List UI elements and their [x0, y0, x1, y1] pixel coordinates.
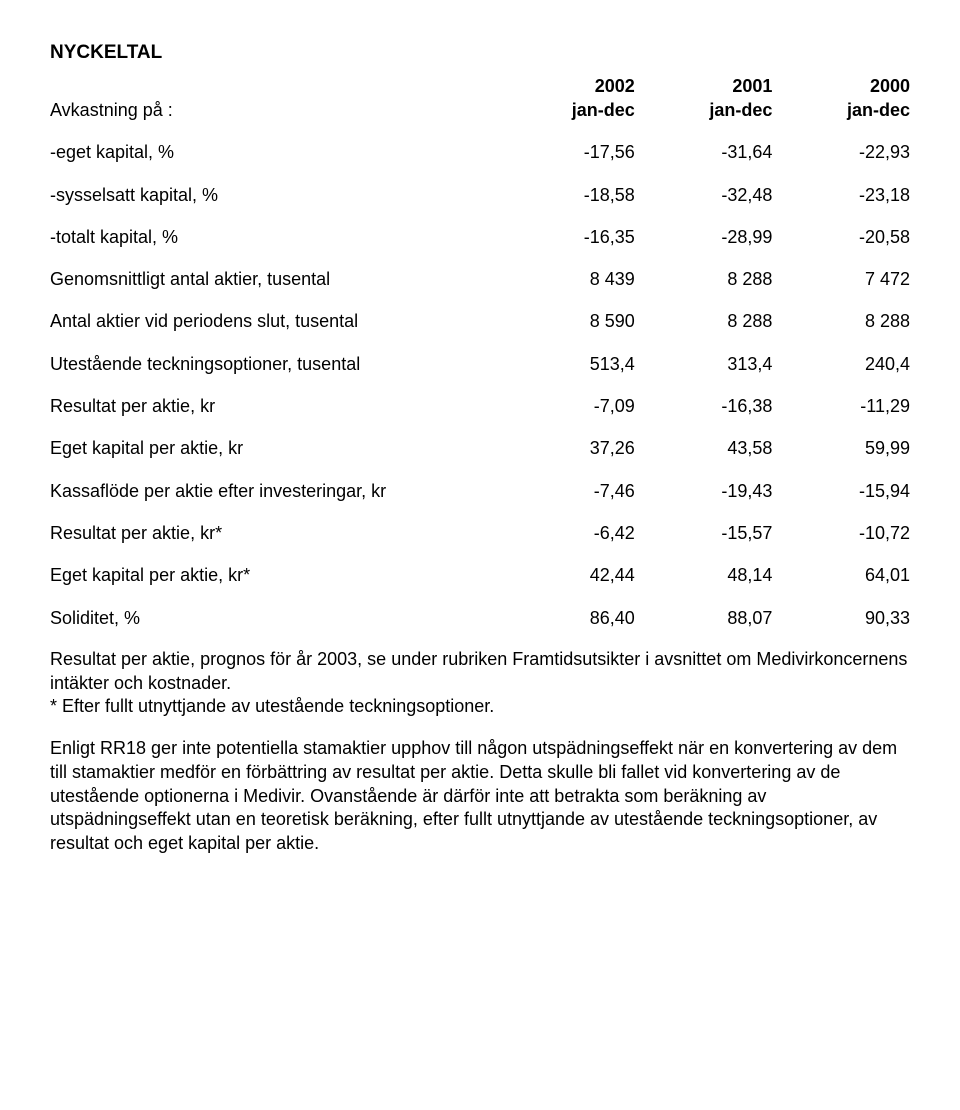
table-row: Utestående teckningsoptioner, tusental 5… [50, 352, 910, 376]
row-label: -sysselsatt kapital, % [50, 183, 497, 207]
cell-value: -20,58 [772, 225, 910, 249]
table-row: -sysselsatt kapital, % -18,58 -32,48 -23… [50, 183, 910, 207]
cell-value: -16,35 [497, 225, 635, 249]
row-label: Soliditet, % [50, 606, 497, 630]
row-label: Genomsnittligt antal aktier, tusental [50, 267, 497, 291]
col-header-2002-period: jan-dec [497, 98, 635, 122]
cell-value: 42,44 [497, 563, 635, 587]
cell-value: 8 288 [635, 267, 773, 291]
cell-value: -6,42 [497, 521, 635, 545]
cell-value: 8 590 [497, 309, 635, 333]
table-row: Resultat per aktie, kr* -6,42 -15,57 -10… [50, 521, 910, 545]
table-row: Kassaflöde per aktie efter investeringar… [50, 479, 910, 503]
row-label: -eget kapital, % [50, 140, 497, 164]
table-row: Genomsnittligt antal aktier, tusental 8 … [50, 267, 910, 291]
col-header-2000-period: jan-dec [772, 98, 910, 122]
cell-value: 313,4 [635, 352, 773, 376]
table-row: -eget kapital, % -17,56 -31,64 -22,93 [50, 140, 910, 164]
cell-value: -23,18 [772, 183, 910, 207]
explanatory-paragraph: Enligt RR18 ger inte potentiella stamakt… [50, 737, 910, 856]
row-label: Resultat per aktie, kr* [50, 521, 497, 545]
cell-value: 86,40 [497, 606, 635, 630]
col-header-2001-year: 2001 [635, 74, 773, 98]
cell-value: -10,72 [772, 521, 910, 545]
cell-value: 88,07 [635, 606, 773, 630]
cell-value: -28,99 [635, 225, 773, 249]
cell-value: 7 472 [772, 267, 910, 291]
cell-value: 240,4 [772, 352, 910, 376]
cell-value: -16,38 [635, 394, 773, 418]
cell-value: 90,33 [772, 606, 910, 630]
table-row: -totalt kapital, % -16,35 -28,99 -20,58 [50, 225, 910, 249]
cell-value: -31,64 [635, 140, 773, 164]
col-header-2002-year: 2002 [497, 74, 635, 98]
cell-value: -11,29 [772, 394, 910, 418]
table-row: Antal aktier vid periodens slut, tusenta… [50, 309, 910, 333]
cell-value: 43,58 [635, 436, 773, 460]
row-label: -totalt kapital, % [50, 225, 497, 249]
cell-value: 8 439 [497, 267, 635, 291]
cell-value: -22,93 [772, 140, 910, 164]
row-label: Eget kapital per aktie, kr [50, 436, 497, 460]
cell-value: -7,46 [497, 479, 635, 503]
row-label: Eget kapital per aktie, kr* [50, 563, 497, 587]
table-row: Eget kapital per aktie, kr 37,26 43,58 5… [50, 436, 910, 460]
footnote-asterisk: * Efter fullt utnyttjande av utestående … [50, 696, 494, 716]
footnote-prognos: Resultat per aktie, prognos för år 2003,… [50, 649, 907, 693]
col-header-2001-period: jan-dec [635, 98, 773, 122]
cell-value: -19,43 [635, 479, 773, 503]
table-row: Soliditet, % 86,40 88,07 90,33 [50, 606, 910, 630]
table-row: Eget kapital per aktie, kr* 42,44 48,14 … [50, 563, 910, 587]
row-label: Resultat per aktie, kr [50, 394, 497, 418]
row-label: Kassaflöde per aktie efter investeringar… [50, 479, 497, 503]
cell-value: -32,48 [635, 183, 773, 207]
cell-value: 59,99 [772, 436, 910, 460]
cell-value: 8 288 [635, 309, 773, 333]
cell-value: 8 288 [772, 309, 910, 333]
cell-value: 64,01 [772, 563, 910, 587]
table-row: Resultat per aktie, kr -7,09 -16,38 -11,… [50, 394, 910, 418]
key-figures-table: 2002 2001 2000 Avkastning på : jan-dec j… [50, 74, 910, 630]
section-label: Avkastning på : [50, 98, 497, 122]
cell-value: -15,94 [772, 479, 910, 503]
row-label: Utestående teckningsoptioner, tusental [50, 352, 497, 376]
cell-value: -7,09 [497, 394, 635, 418]
cell-value: 48,14 [635, 563, 773, 587]
row-label: Antal aktier vid periodens slut, tusenta… [50, 309, 497, 333]
cell-value: -15,57 [635, 521, 773, 545]
cell-value: -18,58 [497, 183, 635, 207]
cell-value: -17,56 [497, 140, 635, 164]
cell-value: 37,26 [497, 436, 635, 460]
footnote-block: Resultat per aktie, prognos för år 2003,… [50, 648, 910, 719]
cell-value: 513,4 [497, 352, 635, 376]
col-header-2000-year: 2000 [772, 74, 910, 98]
page-title: NYCKELTAL [50, 40, 910, 66]
